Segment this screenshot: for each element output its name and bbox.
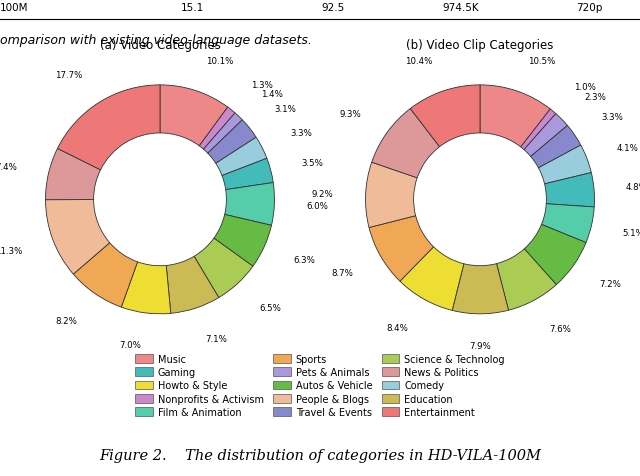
Text: 2.3%: 2.3% [585,93,607,102]
Wedge shape [538,146,591,184]
Wedge shape [369,216,433,282]
Text: 1.0%: 1.0% [573,83,595,92]
Text: 7.0%: 7.0% [120,340,141,349]
Text: 10.1%: 10.1% [205,57,233,66]
Wedge shape [497,249,556,310]
Text: 720p: 720p [575,3,602,13]
Text: 5.1%: 5.1% [623,228,640,237]
Text: omparison with existing video-language datasets.: omparison with existing video-language d… [0,33,312,47]
Wedge shape [545,173,595,208]
Wedge shape [45,149,100,200]
Wedge shape [524,225,586,285]
Wedge shape [166,257,219,314]
Text: 3.1%: 3.1% [275,105,297,113]
Text: 8.7%: 8.7% [331,268,353,278]
Text: 9.3%: 9.3% [339,110,361,119]
Wedge shape [214,215,271,267]
Wedge shape [74,243,138,307]
Wedge shape [372,109,440,178]
Text: 6.0%: 6.0% [307,201,328,210]
Text: 4.8%: 4.8% [626,183,640,192]
Text: 8.2%: 8.2% [55,316,77,325]
Wedge shape [45,200,109,275]
Text: 6.5%: 6.5% [259,303,281,312]
Text: 6.3%: 6.3% [293,256,316,265]
Wedge shape [160,86,228,147]
Text: 10.5%: 10.5% [527,57,555,66]
Wedge shape [524,114,568,157]
Wedge shape [452,264,509,314]
Wedge shape [521,110,556,150]
Wedge shape [225,183,275,226]
Text: 7.9%: 7.9% [470,342,492,351]
Wedge shape [365,163,417,228]
Wedge shape [204,114,243,154]
Wedge shape [480,86,550,148]
Text: 9.2%: 9.2% [312,189,333,198]
Text: 8.4%: 8.4% [387,323,408,332]
Text: 11.3%: 11.3% [0,247,23,256]
Text: 3.3%: 3.3% [601,113,623,122]
Wedge shape [531,126,580,169]
Wedge shape [541,204,594,243]
Text: 92.5: 92.5 [321,3,344,13]
Text: 4.1%: 4.1% [617,143,639,152]
Title: (b) Video Clip Categories: (b) Video Clip Categories [406,39,554,52]
Wedge shape [216,138,267,176]
Wedge shape [122,262,171,314]
Text: 17.7%: 17.7% [56,71,83,80]
Text: 10.4%: 10.4% [406,57,433,66]
Wedge shape [58,86,160,170]
Wedge shape [222,159,273,190]
Text: 3.5%: 3.5% [301,158,324,167]
Wedge shape [400,248,464,311]
Text: 1.4%: 1.4% [261,89,283,98]
Text: 100M: 100M [0,3,29,13]
Text: 7.4%: 7.4% [0,162,17,171]
Legend: Music, Gaming, Howto & Style, Nonprofits & Activism, Film & Animation, Sports, P: Music, Gaming, Howto & Style, Nonprofits… [132,351,508,420]
Text: 3.3%: 3.3% [291,129,312,138]
Wedge shape [208,120,256,164]
Text: Figure 2.    The distribution of categories in HD-VILA-100M: Figure 2. The distribution of categories… [99,447,541,462]
Text: 974.5K: 974.5K [442,3,479,13]
Title: (a) Video Categories: (a) Video Categories [100,39,220,52]
Text: 15.1: 15.1 [180,3,204,13]
Text: 7.6%: 7.6% [549,324,571,333]
Wedge shape [194,238,253,298]
Text: 7.1%: 7.1% [205,334,227,343]
Text: 7.2%: 7.2% [600,280,621,288]
Wedge shape [410,86,480,148]
Text: 1.3%: 1.3% [252,81,273,90]
Wedge shape [199,108,235,150]
